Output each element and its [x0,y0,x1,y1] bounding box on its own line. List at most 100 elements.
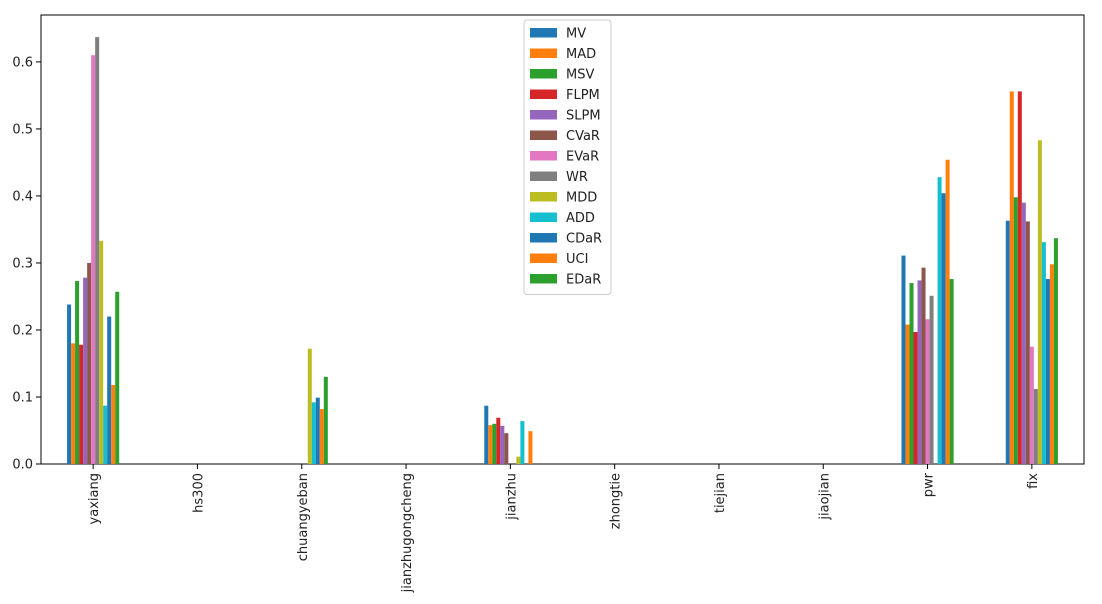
bar [500,425,505,464]
bar [1037,140,1042,464]
legend-box [523,19,612,295]
legend-label: MSV [566,68,594,83]
legend-label: MDD [566,191,597,206]
bar [323,376,328,464]
x-axis: yaxiang hs300 chuangyeban jianzhugongcheng j… [87,464,1041,593]
bar [1049,264,1054,464]
bar [1025,221,1030,464]
bar [67,304,72,464]
bar [941,193,946,464]
legend-swatch [530,89,557,99]
legend-label: EVaR [566,150,599,165]
bar [1005,220,1010,464]
x-tick-label: jianzhugongcheng [400,473,415,593]
legend-swatch [530,274,557,284]
x-tick-label: tiejian [713,473,728,513]
legend-swatch [530,151,557,161]
legend-swatch [530,28,557,38]
bar [520,421,525,464]
bar [87,262,92,464]
bar [496,417,501,464]
bar [937,177,942,464]
bar [492,423,497,464]
bars-group [67,37,1058,465]
y-tick-label: 0.6 [12,55,33,70]
legend: MV MAD MSV FLPM SLPM CVaR EVaR WR MDD ADD CDaR UCI E… [523,19,612,295]
legend-label: CDaR [566,232,602,247]
bar [504,433,509,464]
bar [103,405,108,464]
x-tick-label: jiaojian [817,473,832,521]
y-tick-label: 0.4 [12,189,33,204]
bar [1041,242,1046,464]
y-tick-label: 0.5 [12,122,33,137]
bar [909,283,914,464]
bar [488,425,493,464]
bar [913,331,918,464]
bar [99,240,104,464]
bar [307,348,312,464]
bar [91,55,96,464]
bar [917,280,922,464]
legend-swatch [530,110,557,120]
x-tick-label: fix [1026,473,1041,489]
legend-swatch [530,192,557,202]
x-tick-label: chuangyeban [296,473,311,561]
legend-label: MV [566,27,586,42]
bar [311,402,316,464]
bar [1013,197,1018,465]
y-tick-label: 0.2 [12,323,33,338]
bar [905,324,910,464]
x-tick-label: yaxiang [87,473,102,524]
legend-label: SLPM [566,109,601,124]
legend-swatch [530,130,557,140]
bar [95,37,100,464]
bar [945,159,950,464]
x-tick-label: zhongtie [609,473,624,529]
bar [921,267,926,464]
legend-label: ADD [566,211,595,226]
bar [901,255,906,464]
bar [925,319,930,464]
bar [1033,388,1038,464]
legend-swatch [530,171,557,181]
legend-swatch [530,233,557,243]
x-tick-label: hs300 [191,473,206,513]
bar [1009,91,1014,464]
bar [1017,91,1022,464]
legend-swatch [530,69,557,79]
legend-swatch [530,48,557,58]
legend-swatch [530,253,557,263]
bar [111,384,116,464]
bar [528,431,533,464]
y-tick-label: 0.1 [12,390,33,405]
legend-label: WR [566,170,588,185]
bar [1021,202,1026,464]
bar [315,397,320,464]
bar [1029,346,1034,464]
y-tick-label: 0.0 [12,458,33,473]
legend-label: CVaR [566,129,600,144]
bar [75,281,80,464]
legend-label: EDaR [566,273,601,288]
legend-swatch [530,212,557,222]
bar [71,343,76,464]
legend-label: UCI [566,252,588,267]
bar [79,344,84,464]
bar [115,291,120,464]
bar [516,456,521,464]
bar [319,409,324,464]
x-tick-label: pwr [922,472,937,497]
bar [83,277,88,464]
legend-label: MAD [566,47,596,62]
bar [107,316,112,464]
y-tick-label: 0.3 [12,256,33,271]
bar [1045,279,1050,464]
y-axis: 0.0 0.1 0.2 0.3 0.4 0.5 0.6 [12,55,41,473]
bar [484,405,489,464]
x-tick-label: jianzhu [504,473,519,521]
legend-label: FLPM [566,88,600,103]
bar [949,279,954,464]
bar [1053,238,1058,464]
bar [929,295,934,464]
